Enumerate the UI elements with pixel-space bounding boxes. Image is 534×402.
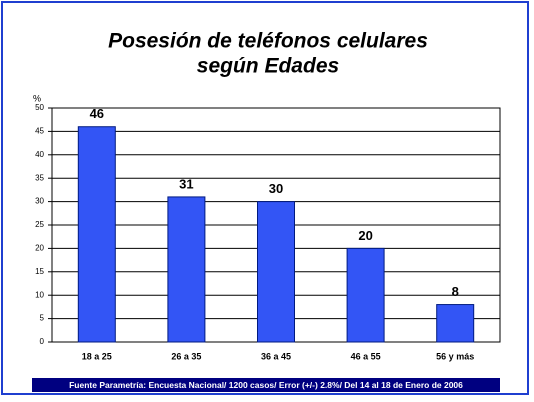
y-tick-label: 45 [35,127,44,136]
bar [436,304,475,343]
source-note: Fuente Parametría: Encuesta Nacional/ 12… [69,380,463,390]
y-tick-label: 5 [40,314,45,323]
y-axis-label: % [33,93,41,103]
data-label: 31 [179,176,193,191]
data-label: 8 [452,284,459,299]
x-tick-label: 56 y más [436,351,474,361]
data-label: 46 [90,106,104,121]
y-tick-label: 40 [35,150,44,159]
chart-title: según Edades [197,55,339,78]
data-label: 20 [358,228,372,243]
bar [167,196,206,343]
x-tick-label: 46 a 55 [351,351,381,361]
y-tick-label: 15 [35,267,44,276]
footer-bar [32,378,500,392]
bar [77,126,116,343]
chart-title: Posesión de teléfonos celulares [108,30,428,53]
x-tick-label: 36 a 45 [261,351,291,361]
y-tick-label: 35 [35,173,44,182]
x-tick-label: 18 a 25 [82,351,112,361]
y-tick-label: 30 [35,197,44,206]
bar [346,247,385,343]
y-tick-label: 10 [35,290,44,299]
data-label: 30 [269,181,283,196]
x-tick-label: 26 a 35 [171,351,201,361]
y-tick-label: 25 [35,220,44,229]
y-tick-label: 20 [35,244,44,253]
y-tick-label: 50 [35,103,44,112]
y-tick-label: 0 [40,337,45,346]
bar [257,201,295,343]
